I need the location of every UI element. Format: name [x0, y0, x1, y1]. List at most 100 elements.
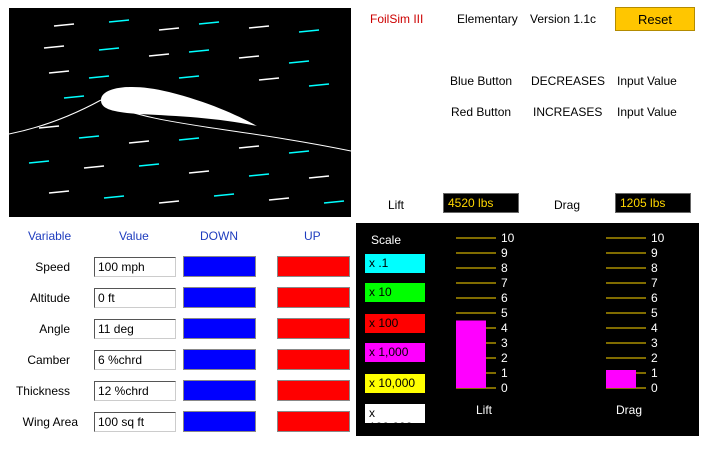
flow-particle — [178, 75, 200, 79]
thickness-input[interactable] — [94, 381, 176, 401]
thickness-down-button[interactable] — [183, 380, 256, 401]
flow-particle — [288, 150, 310, 154]
wing-area-input[interactable] — [94, 412, 176, 432]
app-title: FoilSim III — [370, 12, 424, 26]
scale-x-10000[interactable]: x 10,000 — [365, 374, 425, 393]
camber-up-button[interactable] — [277, 349, 350, 370]
flow-particle — [88, 75, 110, 79]
thickness-label: Thickness — [15, 384, 70, 398]
scale-title: Scale — [371, 233, 402, 247]
upstream-streamline — [9, 99, 102, 135]
lift-gauge-caption: Lift — [476, 403, 493, 417]
lift-bar — [456, 320, 486, 388]
lift-scale-tick-label: 10 — [501, 231, 515, 245]
camber-down-button[interactable] — [183, 349, 256, 370]
column-value: Value — [119, 229, 149, 243]
flow-particle — [43, 45, 65, 49]
lift-scale-tick-label: 4 — [501, 321, 508, 335]
speed-label: Speed — [35, 260, 70, 274]
lift-scale-tick-label: 1 — [501, 366, 508, 380]
angle-down-button[interactable] — [183, 318, 256, 339]
instruction-red-button: Red Button — [451, 105, 512, 119]
instruction-input-value: Input Value — [617, 74, 677, 88]
flow-particle — [108, 19, 130, 23]
scale-x-100[interactable]: x 100 — [365, 314, 425, 333]
flow-particle — [103, 195, 125, 199]
angle-up-button[interactable] — [277, 318, 350, 339]
lift-scale-tick-label: 3 — [501, 336, 508, 350]
flow-particle — [248, 173, 270, 177]
altitude-up-button[interactable] — [277, 287, 350, 308]
version-label: Version 1.1c — [530, 12, 597, 26]
airfoil-shape — [101, 86, 257, 126]
flow-particle — [128, 140, 150, 144]
flow-particle — [178, 137, 200, 141]
flow-particle — [28, 160, 50, 164]
drag-scale-tick-label: 4 — [651, 321, 658, 335]
flow-particle — [158, 27, 180, 31]
flow-particle — [188, 170, 210, 174]
thickness-up-button[interactable] — [277, 380, 350, 401]
altitude-input[interactable] — [94, 288, 176, 308]
scale-x-0.1[interactable]: x .1 — [365, 254, 425, 273]
speed-down-button[interactable] — [183, 256, 256, 277]
drag-scale-tick-label: 7 — [651, 276, 658, 290]
flow-particle — [83, 165, 105, 169]
flow-particle — [158, 200, 180, 204]
scale-x-100000[interactable]: x 100,000 — [365, 404, 425, 434]
flow-particle — [288, 60, 310, 64]
scale-x-10[interactable]: x 10 — [365, 283, 425, 302]
lift-scale-tick-label: 5 — [501, 306, 508, 320]
drag-gauge-caption: Drag — [616, 403, 643, 417]
flow-particle — [63, 95, 85, 99]
wing-area-down-button[interactable] — [183, 411, 256, 432]
flow-particle — [98, 47, 120, 51]
drag-scale-tick-label: 0 — [651, 381, 658, 395]
lift-readout: 4520 lbs — [443, 193, 519, 213]
drag-scale-tick-label: 3 — [651, 336, 658, 350]
airfoil-view[interactable] — [9, 8, 351, 217]
angle-input[interactable] — [94, 319, 176, 339]
drag-scale-tick-label: 2 — [651, 351, 658, 365]
scale-x-1000[interactable]: x 1,000 — [365, 343, 425, 362]
flow-particle — [238, 55, 260, 59]
drag-scale-tick-label: 10 — [651, 231, 665, 245]
flow-particle — [213, 193, 235, 197]
instruction-blue-button: Blue Button — [450, 74, 513, 88]
gauge-panel: Scale x .1 x 10 x 100 x 1,000 x 10,000 x… — [356, 223, 699, 436]
drag-readout: 1205 lbs — [615, 193, 691, 213]
flow-particle — [148, 53, 170, 57]
lift-scale-tick-label: 7 — [501, 276, 508, 290]
flow-particle — [188, 49, 210, 53]
column-down: DOWN — [200, 229, 238, 243]
flow-particle — [298, 29, 320, 33]
reset-button[interactable]: Reset — [615, 7, 695, 31]
flow-particle — [78, 135, 100, 139]
column-variable: Variable — [28, 229, 72, 243]
drag-scale-tick-label: 5 — [651, 306, 658, 320]
flow-particle — [48, 70, 70, 74]
flow-particle — [323, 200, 345, 204]
flow-particle — [53, 23, 75, 27]
drag-label: Drag — [554, 198, 581, 212]
camber-input[interactable] — [94, 350, 176, 370]
flow-particle — [198, 21, 220, 25]
camber-label: Camber — [27, 353, 70, 367]
flow-particle — [238, 145, 260, 149]
altitude-down-button[interactable] — [183, 287, 256, 308]
flow-particle — [308, 175, 330, 179]
drag-scale-tick-label: 8 — [651, 261, 658, 275]
flow-particle — [48, 190, 70, 194]
speed-input[interactable] — [94, 257, 176, 277]
flow-particle — [268, 197, 290, 201]
column-up: UP — [304, 229, 321, 243]
wing-area-label: Wing Area — [22, 415, 78, 429]
drag-scale-tick-label: 1 — [651, 366, 658, 380]
wing-area-up-button[interactable] — [277, 411, 350, 432]
lift-scale-tick-label: 6 — [501, 291, 508, 305]
lift-scale-tick-label: 2 — [501, 351, 508, 365]
drag-scale-tick-label: 9 — [651, 246, 658, 260]
lift-scale-tick-label: 9 — [501, 246, 508, 260]
angle-label: Angle — [39, 322, 70, 336]
speed-up-button[interactable] — [277, 256, 350, 277]
